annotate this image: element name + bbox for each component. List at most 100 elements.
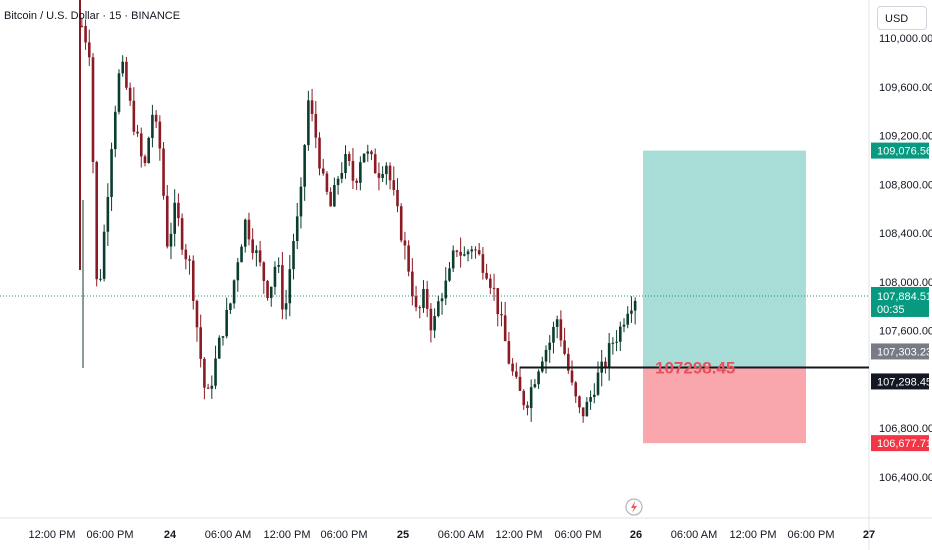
candle-body <box>489 278 492 288</box>
price-tick-label: 106,400.00 <box>879 472 932 484</box>
candle-body <box>407 245 410 272</box>
time-tick-label: 06:00 AM <box>438 529 484 541</box>
time-tick-label: 25 <box>397 529 409 541</box>
symbol-title[interactable]: Bitcoin / U.S. Dollar · 15 · BINANCE <box>4 10 181 22</box>
time-tick-label: 06:00 AM <box>671 529 717 541</box>
candle-body <box>451 250 455 269</box>
candle-body <box>102 231 106 279</box>
candle-body <box>217 337 221 359</box>
candle-body <box>444 280 448 299</box>
candle-body <box>240 246 243 263</box>
candle-body <box>433 316 436 331</box>
entry-badge: 107,298.45 <box>877 376 932 388</box>
candle-body <box>95 161 99 280</box>
time-tick-label: 12:00 PM <box>263 529 310 541</box>
candle-body <box>206 387 210 389</box>
currency-button[interactable]: USD <box>877 6 927 30</box>
candle-body <box>307 100 310 146</box>
time-tick-label: 27 <box>863 529 875 541</box>
candle-body <box>630 310 633 314</box>
candle-body <box>236 262 240 281</box>
candle-body <box>351 161 355 181</box>
time-tick-label: 24 <box>164 529 177 541</box>
candle-body <box>221 336 225 338</box>
price-tick-label: 107,600.00 <box>879 326 932 338</box>
candle-body <box>470 249 474 252</box>
candle-body <box>169 233 173 247</box>
candle-body <box>284 303 288 310</box>
candle-body <box>143 156 147 164</box>
candle-body <box>537 371 540 385</box>
candle-body <box>611 342 615 344</box>
candle-body <box>463 254 466 256</box>
target-price-badge-bg <box>871 142 929 159</box>
candle-body <box>295 216 299 242</box>
candle-body <box>492 287 496 289</box>
candle-body <box>570 370 574 383</box>
candle-body <box>607 343 611 368</box>
time-tick-label: 12:00 PM <box>28 529 75 541</box>
candle-body <box>203 358 206 388</box>
candle-body <box>139 133 143 157</box>
candle-body <box>106 196 110 232</box>
candle-body <box>474 249 477 251</box>
candle-body <box>113 111 117 150</box>
candle-body <box>177 202 180 219</box>
candle-body <box>414 296 418 308</box>
candle-body <box>448 268 451 281</box>
candle-body <box>381 174 384 178</box>
candle-body <box>258 250 262 263</box>
candle-body <box>455 250 459 252</box>
candle-body <box>229 303 232 310</box>
candle-body <box>574 382 578 397</box>
candle-body <box>567 353 570 371</box>
candle-body <box>466 251 470 255</box>
candle-body <box>578 396 581 408</box>
candle-body <box>585 401 589 417</box>
price-tick-label: 108,400.00 <box>879 228 932 240</box>
time-tick-label: 06:00 PM <box>787 529 834 541</box>
candle-body <box>485 272 488 279</box>
entry-upper-badge: 107,303.23 <box>877 346 932 358</box>
entry-price-text: 107298.45 <box>655 358 735 377</box>
candle-body <box>188 259 191 261</box>
lightning-icon[interactable] <box>625 498 643 516</box>
candle-body <box>522 390 526 406</box>
price-tick-label: 110,000.00 <box>879 33 932 45</box>
candle-body <box>518 376 522 391</box>
candle-body <box>292 241 295 270</box>
candle-body <box>321 168 325 174</box>
candle-body <box>266 280 269 298</box>
candle-body <box>247 219 251 240</box>
candle-body <box>366 151 370 154</box>
candle-body <box>581 407 585 417</box>
candle-body <box>251 239 254 253</box>
candle-body <box>151 114 154 138</box>
price-tick-label: 108,000.00 <box>879 277 932 289</box>
price-tick-label: 109,200.00 <box>879 131 932 143</box>
loss-zone[interactable] <box>643 367 806 444</box>
candle-body <box>344 154 347 174</box>
time-tick-label: 06:00 AM <box>205 529 251 541</box>
entry-badge-bg <box>871 373 929 390</box>
candle-body <box>80 25 84 27</box>
lightning-bolt-icon <box>631 501 637 513</box>
candle-body <box>303 145 306 187</box>
candle-body <box>555 319 559 327</box>
price-tick-label: 106,800.00 <box>879 423 932 435</box>
candle-body <box>210 385 214 389</box>
candle-body <box>604 361 607 368</box>
candle-body <box>173 202 176 234</box>
candle-body <box>496 288 500 315</box>
candle-body <box>437 301 440 317</box>
candle-body <box>529 387 533 409</box>
price-tick-label: 109,600.00 <box>879 82 932 94</box>
candle-body <box>347 154 351 162</box>
candle-body <box>154 114 158 122</box>
candle-body <box>563 340 566 354</box>
candle-body <box>362 153 366 163</box>
profit-zone[interactable] <box>643 150 806 368</box>
candle-body <box>336 178 340 186</box>
candle-body <box>195 300 199 328</box>
